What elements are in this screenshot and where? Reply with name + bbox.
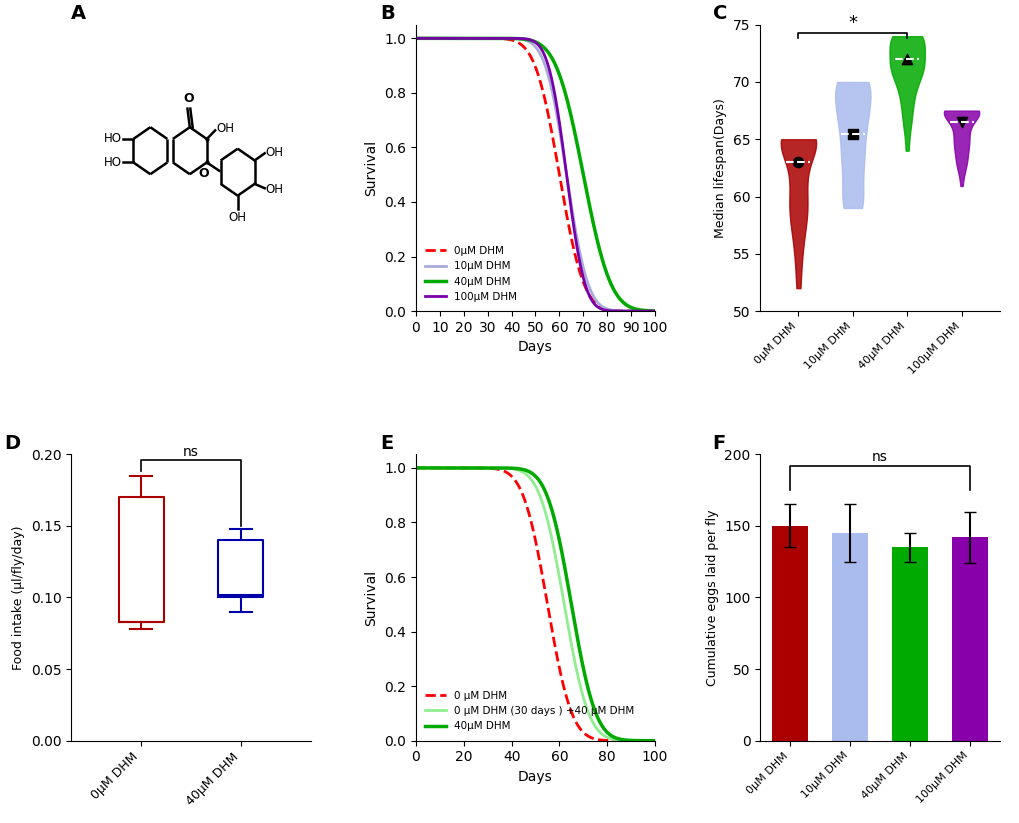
Text: ns: ns xyxy=(182,444,199,458)
Text: O: O xyxy=(199,166,209,179)
Text: C: C xyxy=(712,4,727,23)
Text: A: A xyxy=(71,4,87,23)
Y-axis label: Survival: Survival xyxy=(364,140,378,196)
Text: F: F xyxy=(712,434,726,453)
Bar xyxy=(832,533,867,741)
Text: O: O xyxy=(183,92,194,105)
Text: HO: HO xyxy=(103,156,121,169)
Text: E: E xyxy=(380,434,393,453)
Legend: 0 μM DHM, 0 μM DHM (30 days ) +40 μM DHM, 40μM DHM: 0 μM DHM, 0 μM DHM (30 days ) +40 μM DHM… xyxy=(421,686,638,736)
Text: *: * xyxy=(848,13,856,31)
X-axis label: Days: Days xyxy=(518,341,552,355)
Text: HO: HO xyxy=(103,133,121,146)
Y-axis label: Survival: Survival xyxy=(364,570,378,625)
Point xyxy=(898,53,914,66)
Bar xyxy=(771,526,807,741)
Text: OH: OH xyxy=(265,146,283,159)
Bar xyxy=(891,547,927,741)
Y-axis label: Cumulative eggs laid per fly: Cumulative eggs laid per fly xyxy=(705,509,718,686)
Point xyxy=(844,127,860,140)
Point xyxy=(953,115,969,128)
Y-axis label: Median lifespan(Days): Median lifespan(Days) xyxy=(713,98,727,238)
Text: ns: ns xyxy=(871,450,888,464)
Text: OH: OH xyxy=(228,212,247,225)
Text: B: B xyxy=(380,4,394,23)
X-axis label: Days: Days xyxy=(518,770,552,784)
Y-axis label: Food intake (μl/fly/day): Food intake (μl/fly/day) xyxy=(12,525,25,670)
Text: OH: OH xyxy=(265,183,283,196)
Legend: 0μM DHM, 10μM DHM, 40μM DHM, 100μM DHM: 0μM DHM, 10μM DHM, 40μM DHM, 100μM DHM xyxy=(421,242,521,306)
Bar xyxy=(951,537,986,741)
Text: OH: OH xyxy=(216,123,233,136)
Text: D: D xyxy=(4,434,20,453)
Point xyxy=(790,156,806,169)
